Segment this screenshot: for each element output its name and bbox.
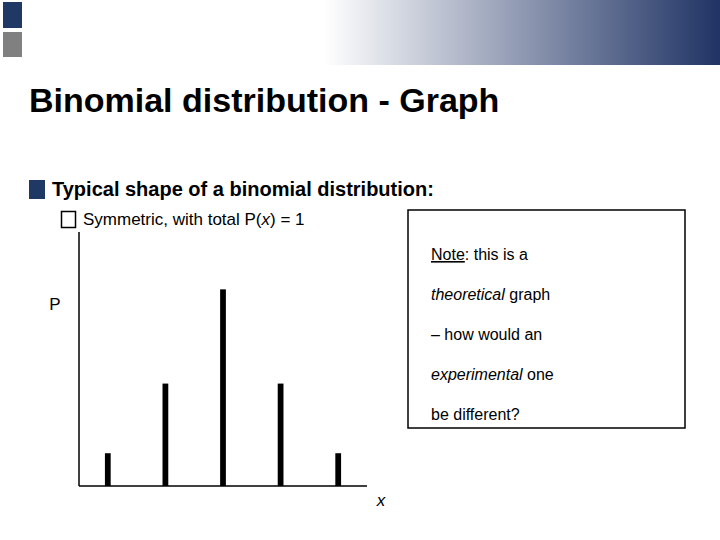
y-axis [78, 232, 80, 486]
slide: Binomial distribution - Graph Typical sha… [0, 0, 720, 540]
annotation-part: Note [431, 246, 465, 263]
title: Binomial distribution - Graph [29, 81, 499, 119]
note-line: be different? [431, 406, 520, 423]
bar [220, 289, 226, 486]
annotation-part: be different? [431, 406, 520, 423]
bar [335, 453, 341, 486]
page: Binomial distribution - Graph Typical sha… [0, 0, 720, 540]
annotation-part: Typical shape of a binomial distribution… [52, 178, 434, 200]
annotation-part: ) = 1 [270, 210, 305, 229]
header-square [3, 2, 22, 28]
note-line: theoretical graph [431, 286, 550, 303]
x-axis-label: x [376, 491, 386, 510]
annotation-part: experimental [431, 366, 523, 383]
bar [163, 384, 169, 486]
bars [105, 289, 341, 486]
header-bar [0, 0, 720, 65]
sub-bullet-text: Symmetric, with total P(x) = 1 [83, 210, 305, 229]
bar [105, 453, 111, 486]
bar [278, 384, 284, 486]
note-line: – how would an [431, 326, 542, 343]
y-axis-label: P [49, 295, 60, 314]
annotation-part: theoretical [431, 286, 505, 303]
annotation-part: x [261, 210, 271, 229]
annotation-part: – how would an [431, 326, 542, 343]
annotation-part: : this is a [465, 246, 528, 263]
bullet-text: Typical shape of a binomial distribution… [52, 178, 434, 200]
header-square [3, 32, 22, 57]
plot-area [79, 232, 367, 486]
note-line: Note: this is a [431, 246, 528, 263]
bullet [29, 180, 45, 199]
x-axis [79, 485, 367, 487]
sub-bullet [62, 212, 76, 228]
annotation-part: one [523, 366, 554, 383]
annotation-part: graph [505, 286, 550, 303]
note-box [408, 210, 685, 428]
annotation-part: Symmetric, with total P( [83, 210, 262, 229]
note-line: experimental one [431, 366, 554, 383]
